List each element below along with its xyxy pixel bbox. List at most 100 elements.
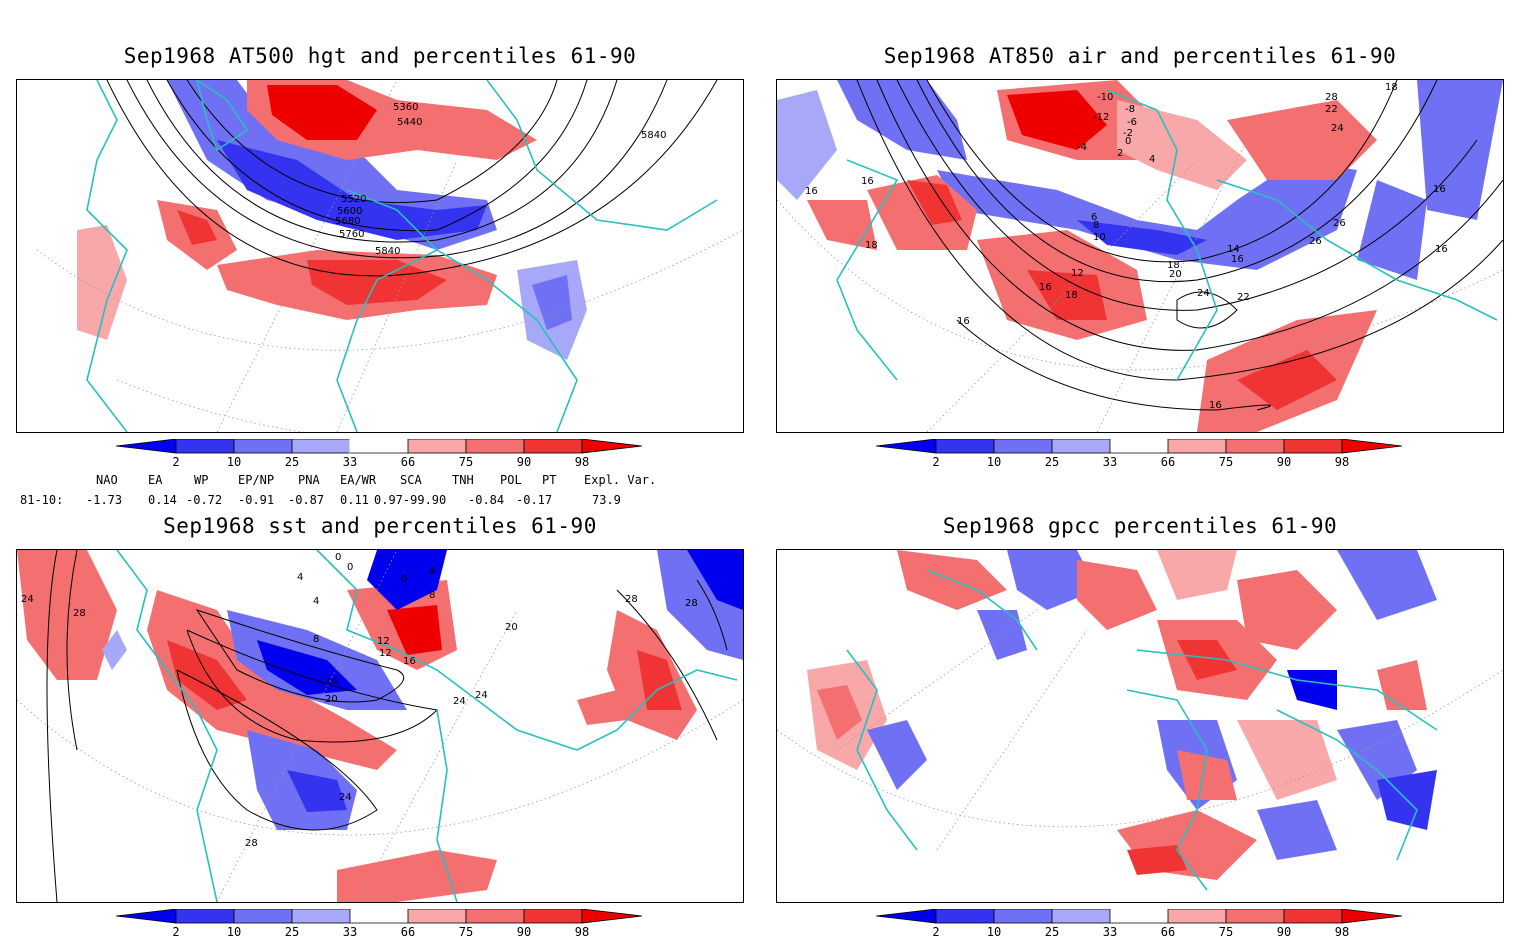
- contour-label: 16: [1209, 400, 1222, 411]
- panel-title-hgt500: Sep1968 AT500 hgt and percentiles 61-90: [123, 44, 637, 68]
- colorbar-tick: 33: [342, 455, 358, 469]
- contour-label: 16: [1433, 184, 1446, 195]
- index-row-label: 81-10:: [20, 493, 64, 507]
- index-header: EP/NP: [238, 473, 275, 487]
- colorbar-tick: 10: [986, 925, 1002, 939]
- index-value-row: 81-10: -1.73 0.14 -0.72 -0.91 -0.87 0.11…: [20, 493, 720, 513]
- colorbar-tick: 98: [574, 455, 590, 469]
- contour-label: 12: [379, 648, 392, 659]
- contour-label: 8: [1093, 220, 1099, 231]
- map-sst: 24 28 0 0 4 4 4 0 8 8 12 12 16 16 20 24 …: [16, 549, 744, 903]
- colorbar-tick: 75: [458, 925, 474, 939]
- colorbar-tick: 75: [458, 455, 474, 469]
- map-sst-canvas: 24 28 0 0 4 4 4 0 8 8 12 12 16 16 20 24 …: [17, 550, 743, 902]
- colorbar-tick: 90: [516, 455, 532, 469]
- colorbar-sst-ticks: 2 10 25 33 66 75 90 98: [116, 909, 646, 940]
- colorbar-tick: 90: [1276, 925, 1292, 939]
- contour-label: 24: [21, 594, 34, 605]
- contour-label: 18: [1065, 290, 1078, 301]
- contour-label: 0: [401, 574, 407, 585]
- index-header: NAO: [96, 473, 118, 487]
- contour-label: 20: [325, 694, 338, 705]
- colorbar-tick: 33: [342, 925, 358, 939]
- contour-label: 16: [1435, 244, 1448, 255]
- index-value: 0.14: [148, 493, 177, 507]
- contour-label: 24: [475, 690, 488, 701]
- index-header: EA/WR: [340, 473, 377, 487]
- map-gpcc: [776, 549, 1504, 903]
- colorbar-tick: 66: [1160, 925, 1176, 939]
- contour-label: -4: [1077, 142, 1087, 153]
- contour-label: 20: [505, 622, 518, 633]
- map-gpcc-canvas: [777, 550, 1503, 891]
- contour-label: 5680: [335, 216, 360, 227]
- index-header: POL: [500, 473, 522, 487]
- contour-label: 18: [1385, 82, 1398, 93]
- colorbar-sst: [116, 909, 643, 924]
- contour-label: 20: [1169, 269, 1182, 280]
- colorbar-tick: 25: [284, 925, 300, 939]
- index-value: -0.84: [468, 493, 505, 507]
- index-value: -0.91: [238, 493, 275, 507]
- contour-label: 16: [403, 656, 416, 667]
- colorbar-air850-ticks: 2 10 25 33 66 75 90 98: [876, 439, 1406, 479]
- colorbar-tick: 2: [932, 925, 940, 939]
- colorbar-tick: 2: [172, 455, 180, 469]
- colorbar-gpcc-ticks: 2 10 25 33 66 75 90 98: [876, 909, 1406, 940]
- contour-label: 5520: [341, 194, 366, 205]
- contour-label: 2: [1117, 148, 1123, 159]
- panel-title-air850: Sep1968 AT850 air and percentiles 61-90: [883, 44, 1397, 68]
- contour-label: 12: [1071, 268, 1084, 279]
- index-value: -1.73: [86, 493, 123, 507]
- contour-label: 28: [245, 838, 258, 849]
- contour-label: 5840: [641, 130, 666, 141]
- contour-label: 16: [957, 316, 970, 327]
- colorbar-tick: 90: [516, 925, 532, 939]
- contour-label: 0: [1125, 136, 1131, 147]
- index-header: TNH: [452, 473, 474, 487]
- colorbar-tick: 90: [1276, 455, 1292, 469]
- contour-label: 26: [1309, 236, 1322, 247]
- contour-label: 4: [429, 566, 435, 577]
- contour-label: 4: [297, 572, 303, 583]
- contour-label: 16: [805, 186, 818, 197]
- map-air850: -10 -8 -6 -12 -4 -2 0 2 4 6 8 10 12 14 1…: [776, 79, 1504, 433]
- colorbar-gpcc: [876, 909, 1403, 924]
- index-header-row: NAO EA WP EP/NP PNA EA/WR SCA TNH POL PT…: [20, 473, 720, 493]
- contour-label: 16: [1231, 254, 1244, 265]
- teleconnection-index-table: NAO EA WP EP/NP PNA EA/WR SCA TNH POL PT…: [20, 473, 720, 513]
- contour-label: 24: [1197, 288, 1210, 299]
- index-header: PT: [542, 473, 557, 487]
- contour-label: 26: [1333, 218, 1346, 229]
- index-value: -0.17: [516, 493, 553, 507]
- panel-title-sst: Sep1968 sst and percentiles 61-90: [163, 514, 597, 538]
- contour-label: 4: [313, 596, 319, 607]
- contour-label: 8: [313, 634, 319, 645]
- contour-label: -2: [1123, 128, 1133, 139]
- colorbar-tick: 2: [172, 925, 180, 939]
- index-value: 0.97-99.90: [374, 493, 447, 507]
- colorbar-hgt500: [116, 439, 643, 454]
- contour-label: 6: [1091, 212, 1097, 223]
- colorbar-tick: 10: [226, 925, 242, 939]
- index-header: EA: [148, 473, 163, 487]
- contour-label: 16: [325, 676, 338, 687]
- index-header: SCA: [400, 473, 422, 487]
- colorbar-tick: 75: [1218, 455, 1234, 469]
- colorbar-tick: 98: [1334, 455, 1350, 469]
- colorbar-tick: 25: [284, 455, 300, 469]
- colorbar-tick: 66: [400, 925, 416, 939]
- contour-label: 10: [1093, 232, 1106, 243]
- map-hgt500-canvas: 5360 5440 5520 5600 5680 5760 5840 5840: [36, 80, 743, 432]
- index-header: WP: [194, 473, 209, 487]
- contour-label: -10: [1097, 92, 1113, 103]
- contour-label: 22: [1237, 292, 1250, 303]
- colorbar-tick: 33: [1102, 455, 1118, 469]
- colorbar-tick: 25: [1044, 455, 1060, 469]
- colorbar-air850: [876, 439, 1403, 454]
- colorbar-tick: 98: [574, 925, 590, 939]
- contour-label: 5760: [339, 229, 364, 240]
- contour-label: -6: [1127, 117, 1137, 128]
- colorbar-tick: 2: [932, 455, 940, 469]
- contour-label: 28: [625, 594, 638, 605]
